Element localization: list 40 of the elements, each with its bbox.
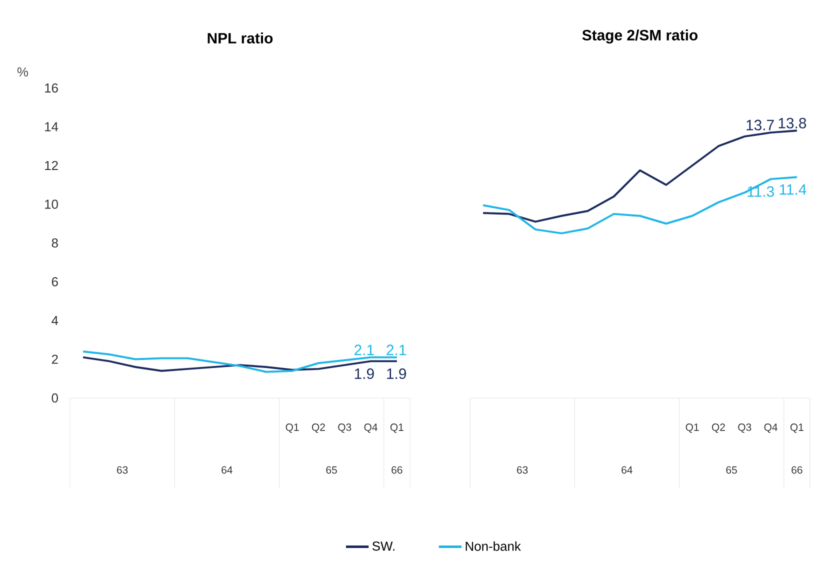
x-tick-label: Q4 [364,424,378,433]
y-tick-label: 14 [45,122,58,132]
legend-label: SW. [372,542,394,551]
x-tick-label: Q4 [764,424,778,433]
text: 63 [517,466,528,474]
y-tick-label: 8 [52,238,58,248]
text: 65 [726,466,737,474]
y-tick-label: 6 [52,277,58,286]
chart-title: Stage 2/SM ratio [582,30,698,44]
y-tick-label: 2 [52,354,58,364]
data-label: 13.8 [778,118,806,128]
x-tick-label: Q1 [390,424,404,433]
y-tick-label: 16 [45,83,58,93]
text: 64 [622,466,632,474]
text: 66 [792,466,802,474]
data-label: 1.9 [387,368,406,379]
text: 66 [392,466,402,474]
x-tick-label: Q2 [312,424,325,433]
x-tick-label: Q2 [712,424,725,433]
data-label: 2.1 [354,344,374,356]
y-tick-label: 4 [52,316,58,325]
data-label: 11.3 [748,186,774,197]
text: 65 [326,466,337,474]
data-label: 13.7 [746,120,774,130]
x-tick-label: Q1 [286,424,299,433]
data-label: 1.9 [354,368,374,379]
x-tick-label: Q1 [790,424,804,433]
y-axis-title: % [17,67,28,76]
chart-title: NPL ratio [208,32,273,44]
data-label: 11.4 [780,184,806,195]
legend-label: Non-bank [466,541,521,551]
text: 63 [117,466,128,474]
text: 64 [222,466,232,474]
x-tick-label: Q3 [338,424,352,433]
x-tick-label: Q3 [738,424,752,433]
y-tick-label: 12 [45,160,58,170]
data-label: 2.1 [386,344,406,356]
y-tick-label: 0 [52,393,58,403]
y-tick-label: 10 [45,200,58,209]
x-tick-label: Q1 [686,424,699,433]
